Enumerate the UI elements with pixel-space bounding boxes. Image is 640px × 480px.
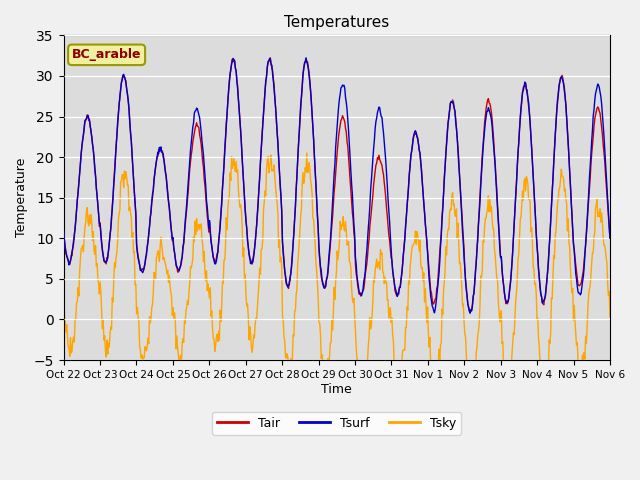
Tsurf: [60, 228, 67, 233]
Y-axis label: Temperature: Temperature: [15, 158, 28, 237]
Tsurf: [404, 194, 412, 200]
Tsky: [404, 307, 412, 313]
Tsky: [606, 314, 614, 320]
Line: Tair: Tair: [63, 58, 610, 312]
X-axis label: Time: Time: [321, 383, 352, 396]
Legend: Tair, Tsurf, Tsky: Tair, Tsurf, Tsky: [212, 412, 461, 435]
Tsky: [467, 396, 474, 401]
Tsurf: [420, 199, 428, 205]
Tsurf: [302, 55, 310, 60]
Tair: [420, 201, 428, 206]
Tair: [467, 309, 475, 314]
Tair: [404, 193, 412, 199]
Tsky: [420, 270, 428, 276]
Line: Tsky: Tsky: [63, 153, 610, 398]
Title: Temperatures: Temperatures: [284, 15, 389, 30]
Tair: [266, 55, 274, 60]
Tair: [126, 120, 134, 125]
Tsky: [126, 204, 134, 210]
Line: Tsurf: Tsurf: [63, 58, 610, 313]
Tsurf: [126, 118, 134, 123]
Tsky: [70, 335, 77, 340]
Tsurf: [181, 218, 189, 224]
Tsky: [60, 291, 67, 297]
Tair: [181, 222, 189, 228]
Tsurf: [211, 258, 218, 264]
Tair: [606, 235, 614, 241]
Tsky: [303, 150, 310, 156]
Tair: [211, 256, 218, 262]
Tsurf: [70, 241, 77, 247]
Tair: [60, 230, 67, 236]
Tsky: [211, 337, 218, 343]
Tsurf: [467, 311, 474, 316]
Tair: [70, 238, 77, 243]
Tsky: [181, 321, 189, 326]
Text: BC_arable: BC_arable: [72, 48, 141, 61]
Tsurf: [606, 235, 614, 241]
